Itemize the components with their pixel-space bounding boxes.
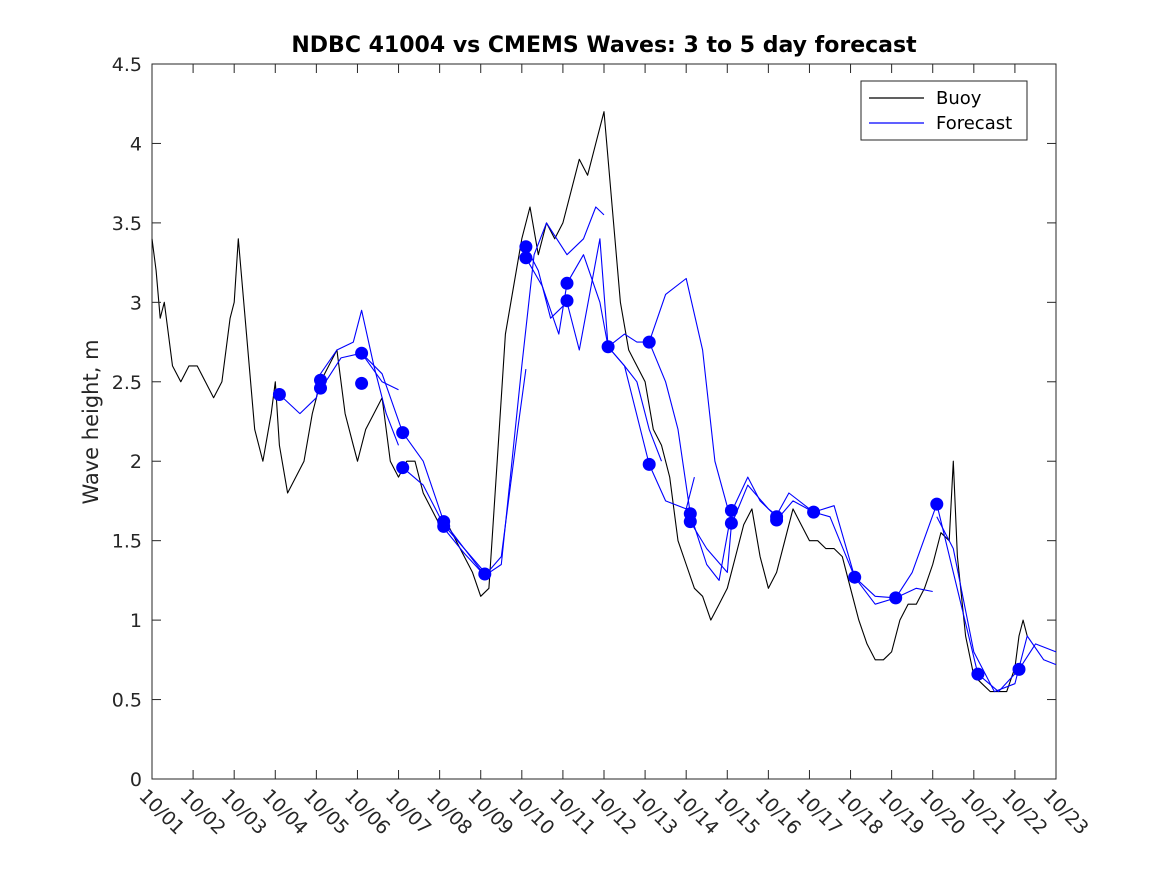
x-tick-label: 10/01 bbox=[134, 785, 188, 839]
x-tick-label: 10/14 bbox=[669, 785, 723, 839]
x-tick-label: 10/08 bbox=[422, 785, 476, 839]
forecast-series-line bbox=[607, 277, 732, 522]
forecast-series-line bbox=[689, 484, 856, 578]
forecast-point bbox=[889, 591, 903, 605]
forecast-point bbox=[807, 505, 821, 519]
y-axis: 0 0.5 1 1.5 2 2.5 3 3.5 4 4.5 bbox=[112, 54, 1056, 791]
x-tick-label: 10/10 bbox=[504, 785, 558, 839]
x-tick-label: 10/15 bbox=[710, 785, 764, 839]
forecast-point bbox=[601, 340, 615, 354]
x-tick-label: 10/03 bbox=[217, 785, 271, 839]
y-tick-label: 3.5 bbox=[112, 213, 142, 235]
forecast-point bbox=[396, 461, 410, 475]
forecast-point bbox=[355, 346, 369, 360]
legend-box bbox=[860, 80, 1028, 141]
axes-frame bbox=[151, 63, 1057, 780]
forecast-series-line bbox=[936, 516, 1057, 693]
forecast-point bbox=[314, 381, 327, 395]
buoy-series-line bbox=[151, 111, 1028, 693]
forecast-series-line bbox=[854, 503, 1057, 693]
forecast-point bbox=[355, 376, 369, 390]
forecast-series-line bbox=[648, 341, 777, 581]
y-tick-label: 0.5 bbox=[112, 690, 142, 712]
forecast-point bbox=[437, 519, 451, 533]
x-tick-label: 10/13 bbox=[628, 785, 682, 839]
y-tick-label: 4 bbox=[130, 133, 142, 155]
forecast-point bbox=[519, 240, 533, 254]
forecast-point bbox=[848, 570, 862, 584]
y-tick-label: 4.5 bbox=[112, 54, 142, 76]
x-tick-label: 10/22 bbox=[997, 785, 1051, 839]
forecast-point bbox=[770, 513, 784, 527]
x-tick-label: 10/19 bbox=[874, 785, 928, 839]
forecast-point bbox=[396, 426, 410, 440]
forecast-point bbox=[971, 667, 985, 681]
forecast-series-line bbox=[402, 206, 605, 577]
forecast-point bbox=[724, 504, 738, 517]
x-axis: 10/0110/0210/0310/0410/0510/0610/0710/08… bbox=[134, 64, 1093, 839]
legend-label-forecast: Forecast bbox=[936, 113, 1012, 134]
forecast-series-line bbox=[525, 254, 663, 462]
x-tick-label: 10/21 bbox=[956, 785, 1010, 839]
y-tick-label: 0 bbox=[130, 769, 142, 791]
forecast-point bbox=[683, 515, 697, 529]
forecast-point bbox=[560, 276, 574, 290]
forecast-point bbox=[519, 251, 533, 265]
chart-title: NDBC 41004 vs CMEMS Waves: 3 to 5 day fo… bbox=[291, 33, 917, 58]
y-tick-label: 3 bbox=[130, 292, 142, 314]
x-tick-label: 10/17 bbox=[792, 785, 846, 839]
y-axis-label: Wave height, m bbox=[79, 339, 103, 504]
y-tick-label: 2.5 bbox=[112, 372, 142, 394]
forecast-point bbox=[724, 516, 738, 530]
x-tick-label: 10/09 bbox=[463, 785, 517, 839]
x-tick-label: 10/23 bbox=[1038, 785, 1092, 839]
x-tick-label: 10/20 bbox=[915, 785, 969, 839]
forecast-point bbox=[642, 335, 656, 349]
forecast-point bbox=[560, 294, 574, 308]
forecast-point bbox=[1012, 662, 1026, 676]
forecast-point bbox=[478, 567, 492, 581]
forecast-series-line bbox=[525, 238, 695, 510]
x-tick-label: 10/16 bbox=[751, 785, 805, 839]
forecast-point bbox=[930, 497, 944, 511]
forecast-series-line bbox=[361, 352, 486, 573]
forecast-point bbox=[642, 457, 656, 471]
y-tick-label: 2 bbox=[130, 451, 142, 473]
forecast-series-line bbox=[443, 369, 527, 577]
x-tick-label: 10/12 bbox=[586, 785, 640, 839]
x-tick-label: 10/05 bbox=[299, 785, 353, 839]
legend: Buoy Forecast bbox=[860, 80, 1028, 141]
y-tick-label: 1 bbox=[130, 610, 142, 632]
x-tick-label: 10/18 bbox=[833, 785, 887, 839]
legend-label-buoy: Buoy bbox=[936, 88, 982, 109]
x-tick-label: 10/02 bbox=[176, 785, 230, 839]
y-tick-label: 1.5 bbox=[112, 531, 142, 553]
x-tick-label: 10/06 bbox=[340, 785, 394, 839]
x-tick-label: 10/07 bbox=[381, 785, 435, 839]
plot-area bbox=[151, 63, 1057, 780]
x-tick-label: 10/11 bbox=[545, 785, 599, 839]
forecast-point bbox=[272, 388, 286, 401]
forecast-series-line bbox=[279, 309, 400, 446]
x-tick-label: 10/04 bbox=[258, 785, 312, 839]
